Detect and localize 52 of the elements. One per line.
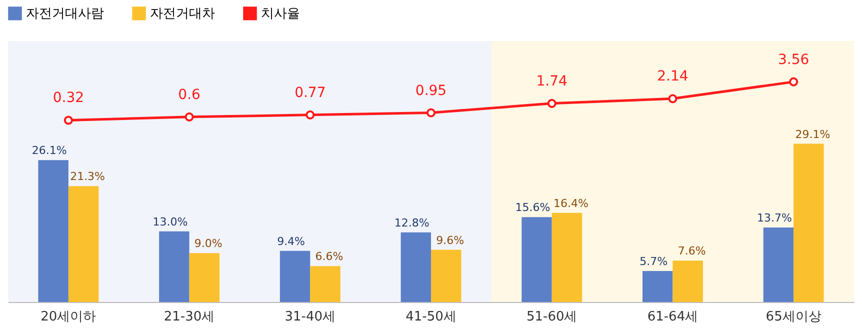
point — [426, 108, 436, 118]
data-label: 2.14 — [657, 68, 688, 85]
data-label: 15.6% — [515, 201, 550, 214]
x-tick-label: 65세이상 — [766, 310, 822, 324]
data-label: 9.6% — [436, 234, 464, 247]
bar — [794, 144, 824, 302]
data-label: 26.1% — [32, 144, 67, 158]
data-label: 13.7% — [756, 212, 792, 225]
data-label: 16.4% — [553, 196, 588, 210]
bar — [552, 212, 582, 302]
x-tick-label: 41-50세 — [406, 310, 456, 324]
data-label: 0.77 — [294, 84, 326, 101]
data-label: 0.6 — [178, 86, 201, 103]
data-label: 9.4% — [277, 234, 306, 248]
bar — [38, 160, 68, 302]
bar — [642, 271, 673, 302]
point — [184, 112, 194, 122]
data-label: 0.95 — [415, 82, 447, 99]
data-label: 7.6% — [678, 244, 706, 258]
x-tick-label: 20세이하 — [40, 310, 96, 324]
bar — [310, 266, 340, 302]
bar — [431, 250, 462, 302]
point — [668, 94, 678, 104]
data-label: 9.0% — [194, 237, 222, 250]
data-label: 0.32 — [52, 90, 84, 106]
bar — [522, 217, 552, 302]
x-tick-label: 61-64세 — [647, 310, 698, 324]
data-label: 1.74 — [536, 73, 568, 90]
point — [306, 110, 315, 120]
point — [64, 116, 73, 125]
x-tick-label: 21-30세 — [164, 310, 215, 324]
legend-label: 자전거대사람 — [26, 6, 104, 22]
legend-label: 치사율 — [261, 6, 300, 22]
data-label: 3.56 — [778, 52, 810, 68]
data-label: 5.7% — [640, 255, 668, 268]
bar — [763, 228, 794, 302]
legend-label: 자전거대차 — [150, 6, 215, 22]
bar — [280, 250, 310, 302]
data-label: 21.3% — [70, 170, 106, 184]
point — [547, 98, 556, 108]
bar — [68, 186, 99, 302]
bar — [672, 260, 703, 302]
data-label: 29.1% — [795, 128, 830, 141]
x-tick-label: 51-60세 — [526, 310, 578, 324]
point — [789, 77, 798, 86]
bar — [189, 253, 220, 302]
data-label: 13.0% — [152, 215, 188, 228]
data-label: 6.6% — [315, 250, 344, 264]
bar — [159, 231, 190, 302]
x-tick-label: 31-40세 — [284, 310, 336, 324]
bar — [400, 232, 431, 302]
data-label: 12.8% — [394, 216, 430, 230]
